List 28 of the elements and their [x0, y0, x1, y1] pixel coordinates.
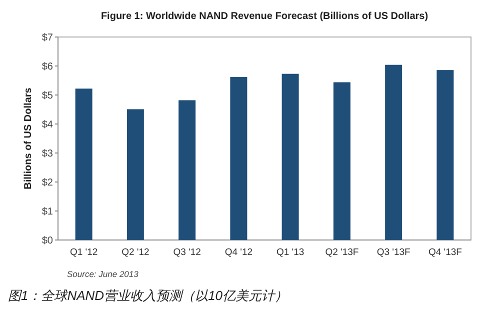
y-tick-label: $6 [42, 62, 54, 72]
x-tick-label: Q3 '12 [173, 247, 201, 258]
x-tick-label: Q3 '13F [376, 247, 411, 258]
bar [282, 74, 299, 240]
bar [333, 82, 350, 240]
bar [385, 64, 402, 240]
bar [230, 77, 248, 240]
y-tick-label: $1 [42, 206, 54, 218]
x-tick-label: Q4 '12 [224, 247, 253, 258]
x-tick-label: Q1 '12 [70, 247, 98, 258]
bar [126, 109, 144, 240]
chart-title: Figure 1: Worldwide NAND Revenue Forecast (Billions of US Dollars) [100, 11, 428, 22]
y-tick-label: $4 [42, 120, 54, 130]
bar [178, 100, 196, 240]
y-tick-label: $5 [42, 90, 54, 102]
x-tick-label: Q2 '12 [122, 247, 150, 258]
bar [436, 70, 454, 240]
y-tick-label: $0 [42, 236, 54, 246]
caption: 图1：全球NAND营业收入预测（以10亿美元计） [8, 288, 288, 303]
y-tick-label: $7 [42, 32, 54, 44]
x-tick-label: Q2 '13F [325, 247, 359, 258]
bar [75, 88, 92, 240]
y-axis-title: Billions of US Dollars [23, 87, 34, 190]
y-tick-label: $2 [42, 178, 54, 188]
x-tick-label: Q4 '13F [428, 247, 462, 258]
y-tick-label: $3 [42, 148, 54, 160]
x-tick-label: Q1 '13 [276, 247, 304, 258]
source-note: Source: June 2013 [67, 269, 139, 279]
